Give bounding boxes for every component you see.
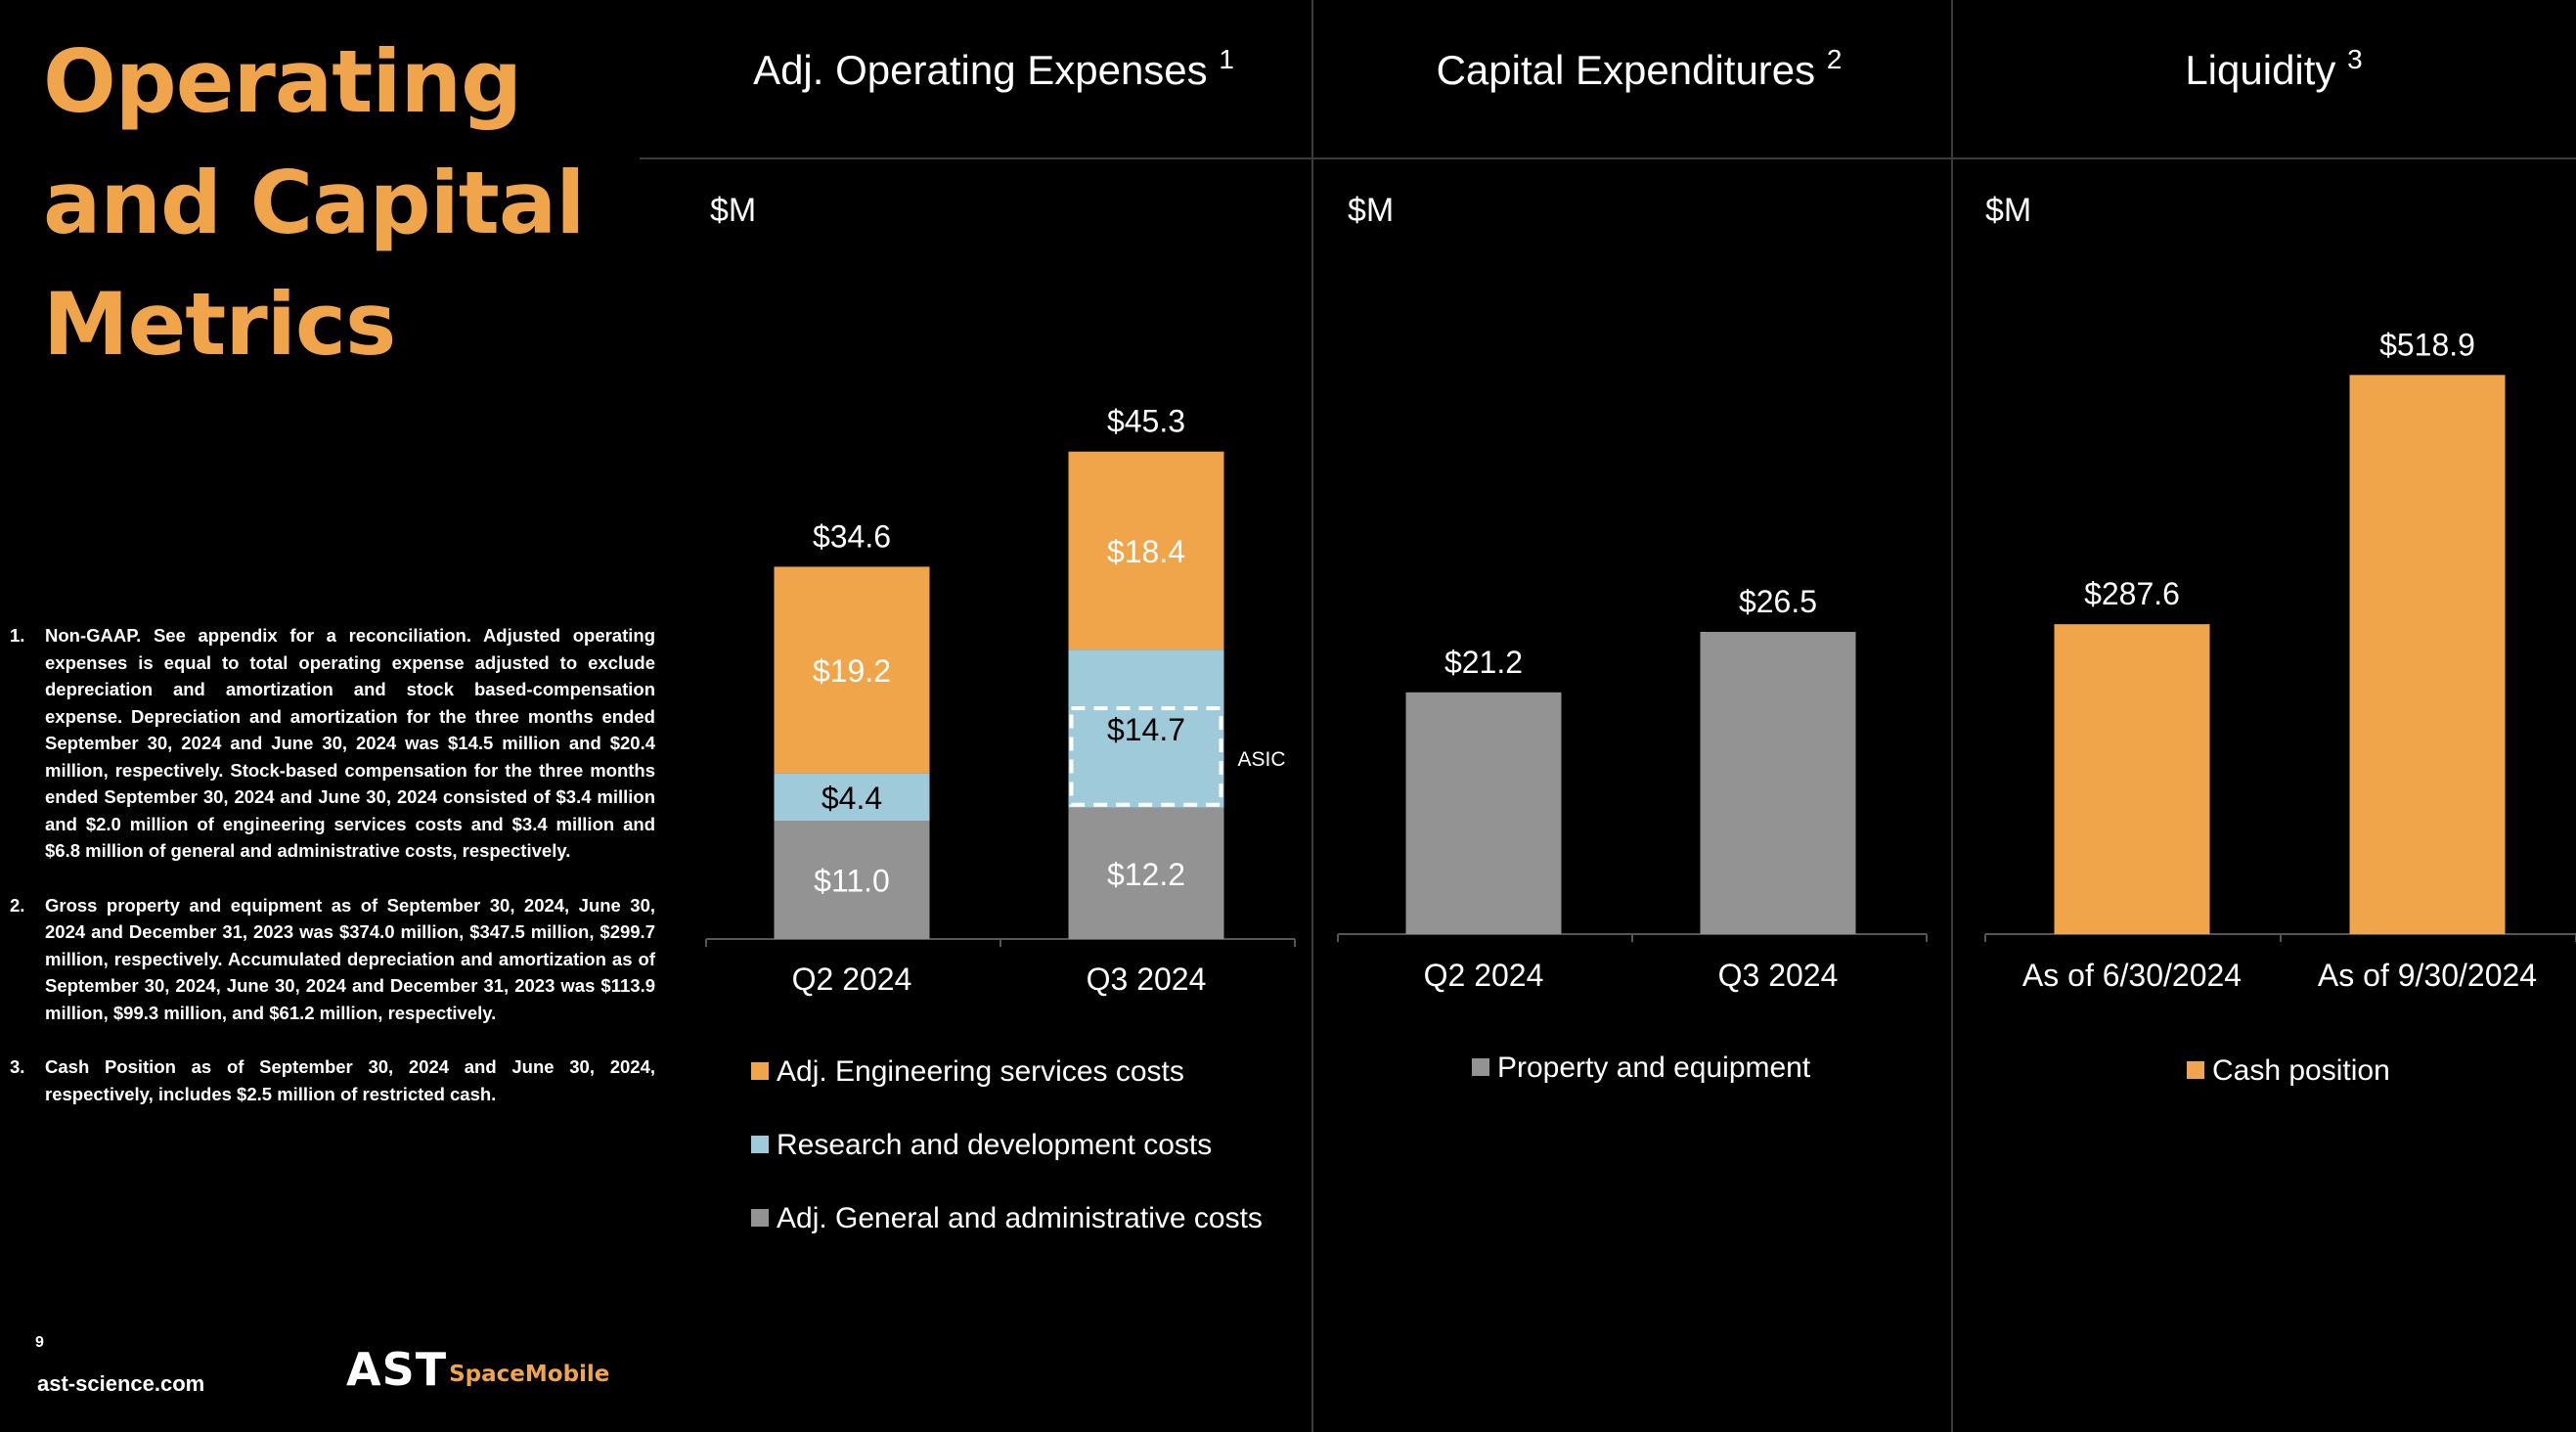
data-label: $19.2 bbox=[813, 653, 891, 689]
category-label: Q3 2024 bbox=[1718, 958, 1839, 993]
data-label: $14.7 bbox=[1107, 712, 1185, 747]
chart-title: Capital Expenditures 2 bbox=[1437, 44, 1843, 93]
footnote-number: 3. bbox=[10, 1056, 25, 1077]
bar-segment bbox=[774, 566, 930, 774]
bar-segment bbox=[1068, 807, 1224, 939]
bar-segment bbox=[1405, 692, 1562, 934]
bar-segment bbox=[774, 773, 930, 821]
footnote-text: Non-GAAP. See appendix for a reconciliat… bbox=[45, 625, 655, 861]
footnote-text: Gross property and equipment as of Septe… bbox=[45, 894, 655, 1023]
bar-segment bbox=[1068, 451, 1224, 650]
chart-title: Adj. Operating Expenses 1 bbox=[753, 44, 1234, 93]
unit-label: $M bbox=[1985, 192, 2031, 229]
page-title: Operating and Capital Metrics bbox=[43, 31, 585, 375]
footnote-1: 1. Non-GAAP. See appendix for a reconcil… bbox=[10, 622, 655, 865]
website-url: ast-science.com bbox=[37, 1371, 205, 1396]
asic-dashed-box bbox=[1069, 706, 1223, 807]
data-label: $12.2 bbox=[1107, 857, 1185, 892]
data-label: $21.2 bbox=[1444, 645, 1523, 680]
category-label: As of 6/30/2024 bbox=[2022, 958, 2242, 993]
bar-segment bbox=[2054, 624, 2210, 934]
data-label: $18.4 bbox=[1107, 534, 1185, 569]
chart-title: Liquidity 3 bbox=[2185, 44, 2362, 93]
unit-label: $M bbox=[1348, 192, 1394, 229]
legend-label: Adj. General and administrative costs bbox=[777, 1202, 1263, 1234]
footnote-number: 1. bbox=[10, 625, 25, 646]
company-logo: AST SpaceMobile bbox=[346, 1343, 610, 1396]
legend-swatch bbox=[751, 1209, 769, 1227]
bar-segment bbox=[1700, 632, 1856, 934]
bar-segment bbox=[2349, 375, 2506, 934]
footnote-2: 2. Gross property and equipment as of Se… bbox=[10, 892, 655, 1027]
bar-segment bbox=[774, 821, 930, 939]
category-label: Q3 2024 bbox=[1087, 962, 1207, 997]
total-label: $34.6 bbox=[813, 518, 891, 554]
legend-label: Research and development costs bbox=[777, 1129, 1212, 1161]
category-label: Q2 2024 bbox=[792, 962, 912, 997]
data-label: $518.9 bbox=[2379, 327, 2475, 362]
unit-label: $M bbox=[710, 192, 756, 229]
legend-swatch bbox=[751, 1136, 769, 1153]
page-number: 9 bbox=[35, 1334, 44, 1351]
footnotes: 1. Non-GAAP. See appendix for a reconcil… bbox=[10, 622, 655, 1135]
bar-segment bbox=[1068, 649, 1224, 808]
footnote-3: 3. Cash Position as of September 30, 202… bbox=[10, 1053, 655, 1107]
legend-label: Adj. Engineering services costs bbox=[777, 1055, 1184, 1088]
logo-secondary-text: SpaceMobile bbox=[449, 1362, 610, 1387]
annotation-label: ASIC bbox=[1238, 748, 1286, 771]
logo-primary-text: AST bbox=[346, 1343, 448, 1396]
total-label: $45.3 bbox=[1107, 404, 1185, 439]
category-label: As of 9/30/2024 bbox=[2318, 958, 2537, 993]
footnote-number: 2. bbox=[10, 894, 25, 916]
legend-swatch bbox=[2187, 1061, 2204, 1079]
data-label: $287.6 bbox=[2084, 576, 2180, 611]
legend-swatch bbox=[751, 1062, 769, 1080]
footnote-text: Cash Position as of September 30, 2024 a… bbox=[45, 1056, 655, 1104]
data-label: $11.0 bbox=[814, 864, 890, 899]
data-label: $26.5 bbox=[1739, 584, 1817, 619]
legend-label: Cash position bbox=[2212, 1054, 2390, 1087]
data-label: $4.4 bbox=[822, 781, 882, 816]
legend-swatch bbox=[1472, 1058, 1489, 1076]
legend-label: Property and equipment bbox=[1497, 1052, 1811, 1084]
category-label: Q2 2024 bbox=[1424, 958, 1544, 993]
